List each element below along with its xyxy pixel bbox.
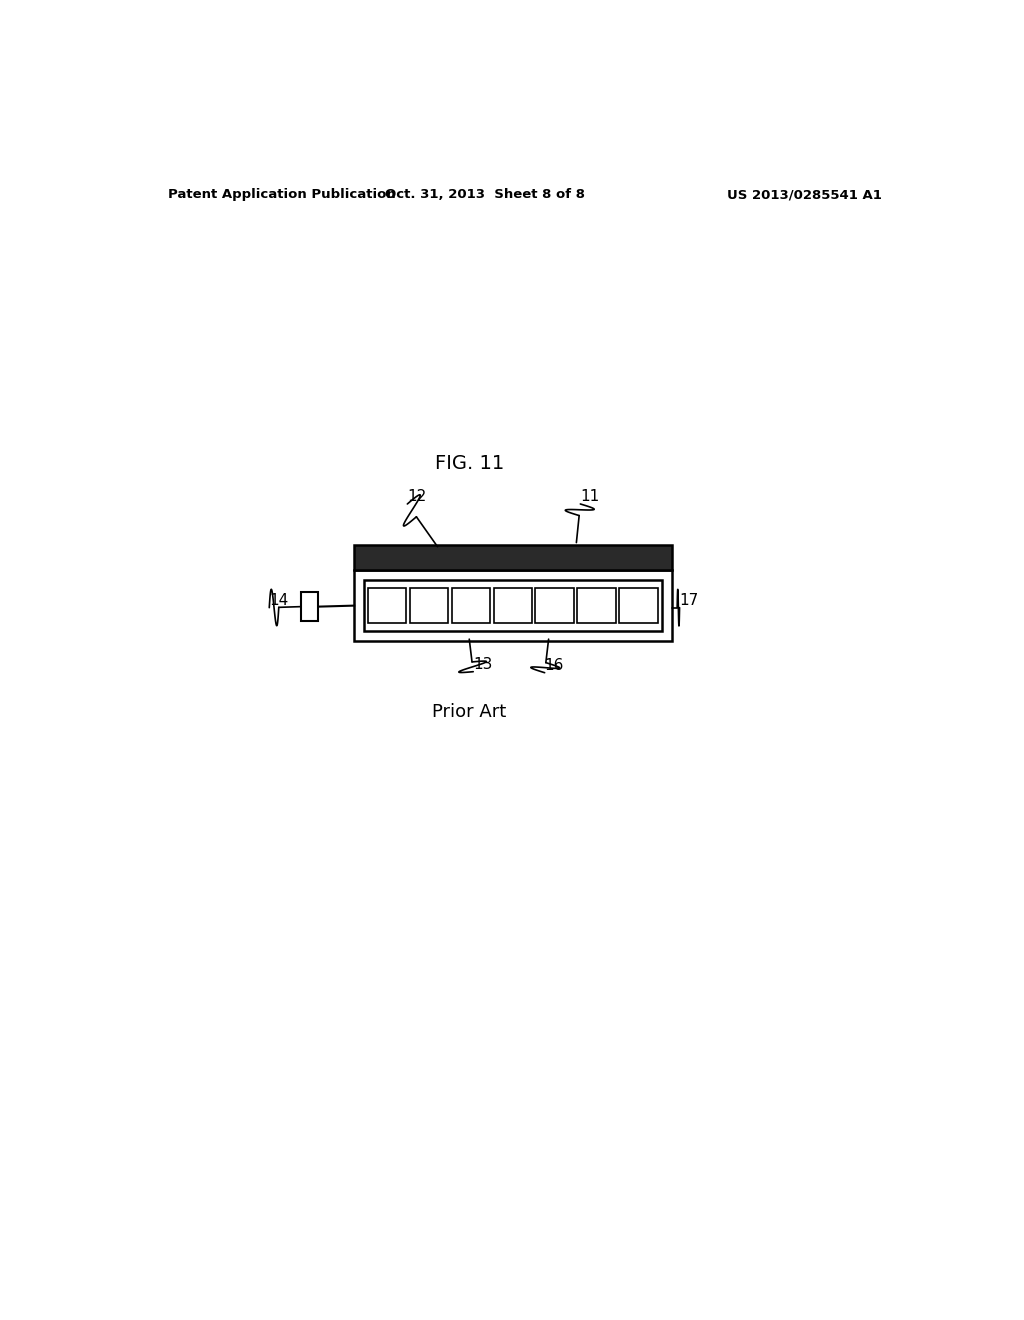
Bar — [354, 545, 672, 570]
Bar — [364, 581, 663, 631]
Bar — [536, 589, 574, 623]
Text: 12: 12 — [408, 488, 427, 504]
Bar — [301, 593, 318, 620]
Text: 13: 13 — [473, 656, 493, 672]
Text: 14: 14 — [269, 593, 289, 607]
Text: 16: 16 — [545, 657, 564, 673]
Bar — [368, 589, 407, 623]
Text: 17: 17 — [680, 593, 698, 607]
Bar — [578, 589, 616, 623]
Text: Patent Application Publication: Patent Application Publication — [168, 189, 395, 202]
Bar — [452, 589, 490, 623]
Bar — [620, 589, 658, 623]
Bar — [410, 589, 449, 623]
Text: US 2013/0285541 A1: US 2013/0285541 A1 — [727, 189, 882, 202]
Bar — [494, 589, 532, 623]
Text: Oct. 31, 2013  Sheet 8 of 8: Oct. 31, 2013 Sheet 8 of 8 — [385, 189, 585, 202]
Text: 11: 11 — [581, 488, 600, 504]
Bar — [354, 570, 672, 642]
Text: FIG. 11: FIG. 11 — [434, 454, 504, 473]
Text: Prior Art: Prior Art — [432, 704, 507, 721]
